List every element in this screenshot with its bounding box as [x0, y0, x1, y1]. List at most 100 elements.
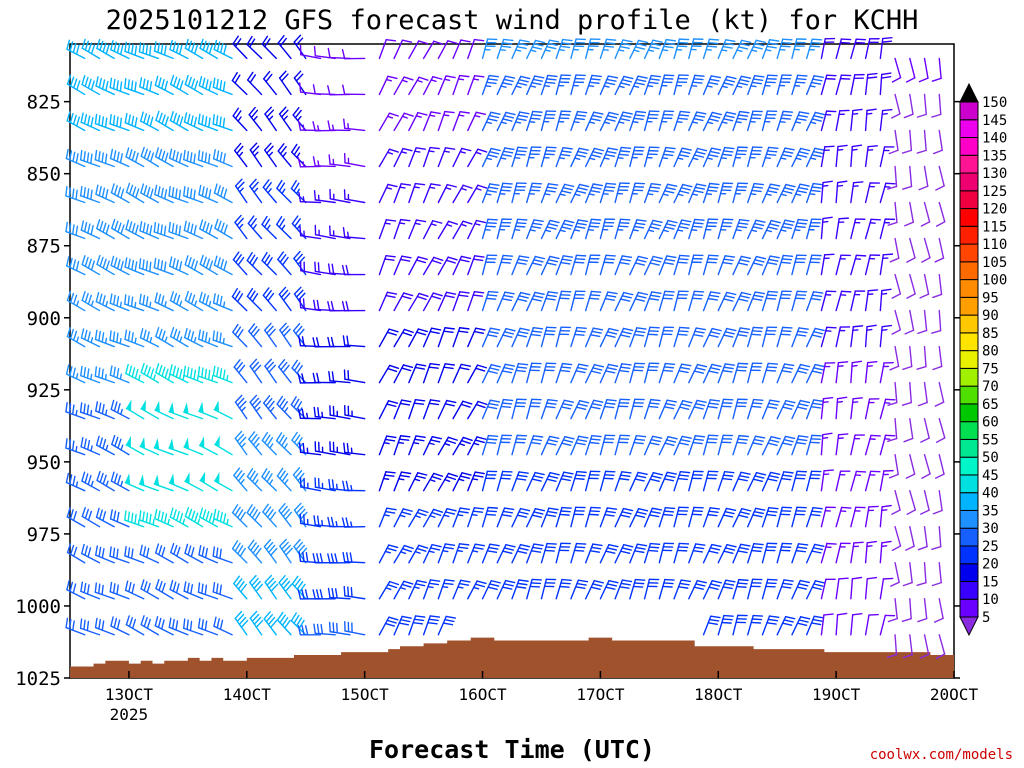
barb-flag — [461, 147, 472, 152]
barb-half-flag — [587, 85, 595, 88]
barb-flag — [248, 431, 256, 440]
barb-flag — [182, 618, 186, 629]
barb-half-flag — [182, 518, 186, 525]
barb-staff — [923, 345, 927, 368]
wind-barb — [109, 546, 130, 564]
barb-flag — [186, 222, 191, 233]
wind-barb — [511, 218, 528, 240]
barb-flag — [739, 110, 750, 114]
barb-staff — [938, 93, 942, 116]
barb-flag — [708, 334, 719, 338]
wind-barb — [864, 540, 878, 564]
barb-flag — [637, 75, 648, 79]
barb-flag — [797, 114, 808, 118]
wind-barb — [835, 290, 852, 312]
colorbar-label: 10 — [982, 592, 999, 608]
barb-flag — [387, 367, 398, 373]
wind-barb — [835, 38, 852, 60]
barb-flag — [386, 619, 397, 624]
barb-flag — [738, 578, 749, 582]
barb-flag — [157, 42, 161, 54]
barb-flag — [109, 293, 113, 304]
barb-flag — [781, 258, 793, 261]
barb-flag — [503, 331, 515, 335]
wind-barb — [198, 76, 219, 96]
barb-flag — [222, 369, 226, 380]
barb-flag — [752, 186, 763, 189]
barb-flag — [418, 76, 429, 81]
wind-barb — [313, 189, 336, 204]
wind-barb — [140, 399, 160, 420]
barb-flag — [161, 582, 166, 593]
barb-flag — [249, 394, 258, 403]
barb-flag — [604, 186, 616, 189]
barb-flag — [169, 111, 174, 122]
wind-barb — [717, 507, 737, 528]
barb-half-flag — [471, 513, 478, 516]
wind-barb — [109, 293, 130, 312]
wind-barb — [264, 358, 277, 384]
wind-barb — [614, 327, 634, 348]
wind-barb — [154, 292, 174, 312]
barb-half-flag — [306, 412, 309, 420]
barb-flag — [532, 475, 544, 479]
barb-flag — [681, 219, 692, 223]
barb-pennant — [183, 437, 190, 450]
barb-flag — [98, 330, 101, 342]
wind-barb — [879, 577, 894, 600]
barb-flag — [634, 262, 646, 266]
credit-text[interactable]: coolwx.com/models — [870, 747, 1013, 763]
barb-flag — [403, 580, 414, 585]
barb-flag — [388, 544, 399, 549]
wind-barb — [879, 146, 895, 168]
barb-staff — [923, 129, 927, 152]
barb-flag — [142, 294, 146, 306]
barb-half-flag — [347, 231, 350, 238]
wind-barb — [140, 111, 160, 132]
barb-flag — [247, 215, 255, 225]
barb-flag — [146, 582, 151, 594]
barb-flag — [765, 297, 777, 300]
barb-flag — [154, 147, 160, 158]
wind-barb — [452, 111, 470, 132]
wind-barb — [378, 148, 399, 168]
barb-flag — [636, 42, 647, 47]
wind-barb — [584, 218, 602, 240]
wind-barb — [437, 75, 456, 96]
barb-flag — [725, 111, 737, 115]
wind-barb — [584, 254, 601, 276]
barb-half-flag — [321, 519, 324, 527]
barb-flag — [113, 401, 118, 412]
wind-barb — [805, 75, 824, 96]
barb-flag — [563, 399, 575, 403]
wind-barb — [452, 74, 470, 96]
barb-flag — [711, 543, 722, 548]
barb-staff — [923, 598, 928, 620]
wind-barb — [891, 309, 901, 335]
barb-staff — [923, 417, 930, 439]
barb-flag — [90, 116, 94, 128]
barb-flag — [549, 435, 560, 440]
wind-barb — [184, 543, 204, 564]
barb-flag — [96, 38, 101, 50]
wind-barb — [496, 147, 515, 168]
barb-flag — [71, 440, 75, 452]
wind-barb — [599, 579, 619, 600]
barb-half-flag — [530, 49, 537, 53]
wind-barb — [327, 47, 351, 60]
barb-flag — [163, 45, 167, 56]
barb-flag — [176, 546, 181, 557]
barb-flag — [753, 222, 765, 227]
barb-flag — [267, 400, 275, 410]
wind-barb — [342, 84, 366, 96]
barb-half-flag — [255, 406, 261, 412]
wind-barb — [155, 110, 174, 132]
wind-barb — [422, 543, 442, 564]
wind-barb — [422, 111, 441, 132]
barb-flag — [605, 510, 616, 514]
barb-pennant — [214, 435, 220, 448]
barb-flag — [530, 225, 542, 229]
wind-barb — [614, 182, 630, 204]
barb-flag — [460, 363, 471, 367]
barb-flag — [561, 258, 572, 262]
